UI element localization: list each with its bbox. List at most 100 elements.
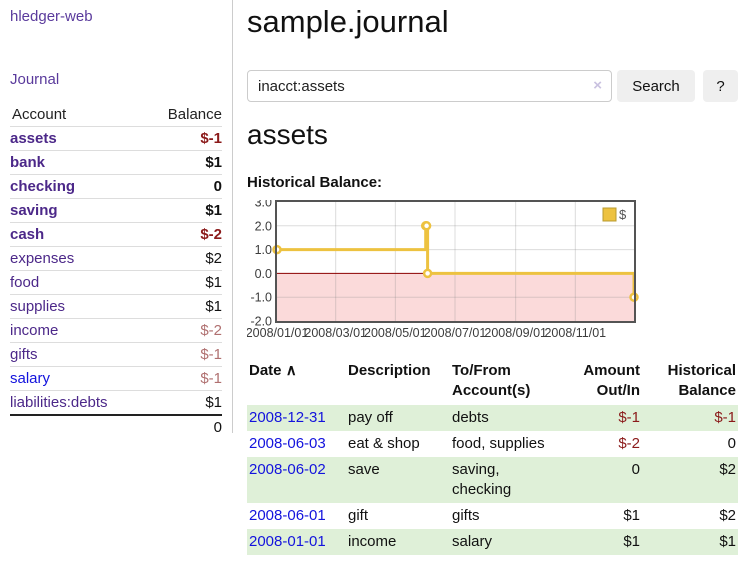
register-header-accounts: To/From Account(s) — [452, 362, 531, 399]
account-balance-cell: $1 — [144, 294, 222, 319]
balance-chart-svg: 3.0 2.0 1.0 0.0 -1.0 -2.02008/01/012008/03/01… — [247, 200, 639, 340]
account-balance-cell: $-2 — [144, 318, 222, 343]
account-row: cash $-2 — [10, 222, 222, 247]
register-amount-cell: 0 — [631, 461, 640, 478]
page-title: sample.journal — [247, 4, 449, 39]
register-header-date[interactable]: Date ∧ — [249, 362, 297, 379]
account-balance-cell: $-1 — [144, 366, 222, 391]
account-name-cell: supplies — [10, 294, 145, 319]
register-row: 2008-06-02 save saving, checking 0 $2 — [247, 457, 738, 503]
account-link[interactable]: gifts — [10, 346, 38, 363]
register-balance-cell: $2 — [719, 507, 736, 524]
x-axis-tick-label: 2008/05/01 — [364, 326, 427, 340]
account-name-cell: salary — [10, 366, 145, 391]
register-balance-cell: $1 — [719, 533, 736, 550]
x-axis-tick-label: 2008/01/01 — [247, 326, 308, 340]
account-link[interactable]: bank — [10, 154, 46, 171]
account-row: checking 0 — [10, 174, 222, 199]
accounts-body: assets $-1 bank $1 checking 0 saving $1 cash $-2 e… — [10, 126, 222, 416]
account-name-cell: cash — [10, 222, 145, 247]
account-heading: assets — [247, 119, 328, 150]
account-link[interactable]: checking — [10, 178, 76, 195]
account-link[interactable]: supplies — [10, 298, 66, 315]
account-row: expenses $2 — [10, 246, 222, 271]
account-name-cell: food — [10, 270, 145, 295]
register-date-cell: 2008-06-02 — [247, 457, 346, 503]
register-accounts-cell: salary — [452, 533, 493, 550]
y-axis-tick-label: 3.0 — [255, 200, 272, 210]
legend-label: $ — [619, 207, 627, 222]
account-balance-cell: $-2 — [144, 222, 222, 247]
register-accounts-cell: saving, checking — [452, 461, 512, 498]
register-header-amount: Amount Out/In — [583, 362, 640, 399]
account-link[interactable]: income — [10, 322, 59, 339]
register-accounts-cell: debts — [452, 409, 489, 426]
accounts-table: Account Balance assets $-1 bank $1 checking 0… — [10, 103, 222, 439]
account-row: supplies $1 — [10, 294, 222, 319]
register-row: 2008-06-01 gift gifts $1 $2 — [247, 503, 738, 529]
transaction-date-link[interactable]: 2008-01-01 — [249, 533, 326, 550]
register-description-cell: save — [348, 461, 380, 478]
register-table: Date ∧ Description To/From Account(s) Am… — [247, 359, 738, 555]
register-date-cell: 2008-12-31 — [247, 405, 346, 431]
transaction-date-link[interactable]: 2008-12-31 — [249, 409, 326, 426]
negative-region — [277, 273, 634, 321]
x-axis-tick-label: 2008/07/01 — [424, 326, 487, 340]
account-row: bank $1 — [10, 150, 222, 175]
account-link[interactable]: food — [10, 274, 40, 291]
account-link[interactable]: saving — [10, 202, 58, 219]
account-balance-cell: $-1 — [144, 342, 222, 367]
account-balance-cell: $-1 — [144, 126, 222, 151]
transaction-date-link[interactable]: 2008-06-01 — [249, 507, 326, 524]
search-input[interactable] — [247, 70, 612, 102]
nav-journal-link[interactable]: Journal — [10, 71, 60, 88]
register-date-cell: 2008-06-01 — [247, 503, 346, 529]
register-row: 2008-01-01 income salary $1 $1 — [247, 529, 738, 555]
app-brand[interactable]: hledger-web — [10, 8, 93, 25]
register-row: 2008-12-31 pay off debts $-1 $-1 — [247, 405, 738, 431]
register-description-cell: gift — [348, 507, 369, 524]
account-link[interactable]: expenses — [10, 250, 75, 267]
search-button[interactable]: Search — [617, 70, 695, 102]
sidebar: hledger-web Journal Account Balance asse… — [0, 0, 233, 439]
register-accounts-cell: food, supplies — [452, 435, 545, 452]
account-row: food $1 — [10, 270, 222, 295]
accounts-header-balance: Balance — [144, 103, 222, 127]
account-link[interactable]: salary — [10, 370, 51, 387]
account-name-cell: saving — [10, 198, 145, 223]
account-name-cell: liabilities:debts — [10, 391, 144, 416]
register-date-cell: 2008-06-03 — [247, 431, 346, 457]
x-axis-tick-label: 2008/09/01 — [484, 326, 547, 340]
transaction-date-link[interactable]: 2008-06-03 — [249, 435, 326, 452]
account-name-cell: bank — [10, 150, 145, 175]
account-row: liabilities:debts $1 — [10, 391, 222, 416]
clear-search-icon[interactable]: × — [593, 77, 602, 94]
register-amount-cell: $-2 — [618, 435, 640, 452]
account-link[interactable]: assets — [10, 130, 57, 147]
y-axis-tick-label: -1.0 — [250, 291, 272, 305]
account-row: assets $-1 — [10, 126, 222, 151]
register-header-description: Description — [348, 362, 431, 379]
register-description-cell: pay off — [348, 409, 393, 426]
register-description-cell: eat & shop — [348, 435, 420, 452]
account-link[interactable]: liabilities:debts — [10, 394, 108, 411]
account-balance-cell: 0 — [144, 174, 222, 199]
data-point-marker — [422, 268, 433, 279]
account-balance-cell: $1 — [144, 150, 222, 175]
register-amount-cell: $1 — [623, 507, 640, 524]
accounts-total-spacer — [10, 414, 145, 439]
account-row: gifts $-1 — [10, 342, 222, 367]
register-row: 2008-06-03 eat & shop food, supplies $-2 0 — [247, 431, 738, 457]
account-link[interactable]: cash — [10, 226, 45, 243]
register-balance-cell: 0 — [727, 435, 736, 452]
transaction-date-link[interactable]: 2008-06-02 — [249, 461, 326, 478]
account-name-cell: income — [10, 318, 145, 343]
y-axis-tick-label: 1.0 — [255, 243, 272, 257]
register-balance-cell: $2 — [719, 461, 736, 478]
help-button[interactable]: ? — [703, 70, 738, 102]
account-row: income $-2 — [10, 318, 222, 343]
y-axis-tick-label: 0.0 — [255, 267, 272, 281]
register-header-balance: Historical Balance — [667, 362, 736, 399]
register-accounts-cell: gifts — [452, 507, 480, 524]
accounts-total-value: 0 — [144, 414, 222, 439]
